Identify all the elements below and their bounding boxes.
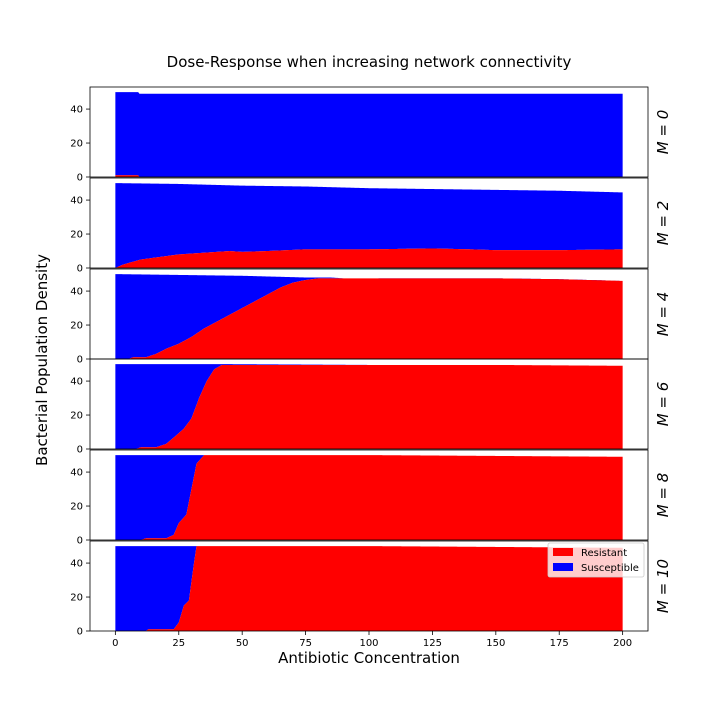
susceptible-area xyxy=(115,455,623,540)
x-tick-label: 0 xyxy=(112,638,118,649)
susceptible-area xyxy=(115,546,623,631)
panel-2: 0 20 40 M = 4 xyxy=(70,268,672,366)
y-tick-label: 0 xyxy=(77,445,83,456)
resistant-area xyxy=(115,278,623,359)
y-tick-label: 20 xyxy=(70,139,83,150)
y-tick-label: 0 xyxy=(77,264,83,275)
panel-frame xyxy=(89,449,649,541)
x-tick-label: 175 xyxy=(550,638,569,649)
x-tick-label: 125 xyxy=(423,638,442,649)
legend-swatch xyxy=(553,548,573,556)
susceptible-area xyxy=(115,183,623,268)
panel-label: M = 2 xyxy=(654,201,672,246)
resistant-area xyxy=(115,364,623,449)
y-tick-label: 0 xyxy=(77,536,83,547)
panel-frame xyxy=(89,177,649,269)
x-tick-label: 200 xyxy=(613,638,632,649)
legend: Resistant Susceptible xyxy=(547,542,645,578)
y-tick-label: 40 xyxy=(70,105,83,116)
panel-frame xyxy=(89,358,649,450)
y-tick-label: 20 xyxy=(70,321,83,332)
y-axis-label: Bacterial Population Density xyxy=(33,254,51,466)
x-tick-label: 50 xyxy=(236,638,249,649)
x-axis-label: Antibiotic Concentration xyxy=(278,649,460,667)
panel-frame xyxy=(89,86,649,178)
y-tick-label: 40 xyxy=(70,377,83,388)
panel-5: 0 20 40 M = 10 0 25 50 75 100 125 150 175 200 xyxy=(70,540,672,649)
panel-4: 0 20 40 M = 8 xyxy=(70,449,672,547)
susceptible-area xyxy=(115,92,623,177)
susceptible-area xyxy=(115,364,623,449)
panel-label: M = 4 xyxy=(654,292,672,337)
y-tick-label: 20 xyxy=(70,411,83,422)
panel-0: 0 20 40 M = 0 xyxy=(70,86,672,184)
panel-label: M = 0 xyxy=(654,110,672,155)
panel-3: 0 20 40 M = 6 xyxy=(70,358,672,456)
y-tick-label: 20 xyxy=(70,230,83,241)
susceptible-area xyxy=(115,274,623,359)
y-tick-label: 40 xyxy=(70,287,83,298)
resistant-area xyxy=(115,248,623,268)
legend-entry: Susceptible xyxy=(581,563,639,574)
panel-1: 0 20 40 M = 2 xyxy=(70,177,672,275)
resistant-area xyxy=(115,546,623,631)
y-tick-label: 40 xyxy=(70,196,83,207)
y-tick-label: 0 xyxy=(77,355,83,366)
x-tick-label: 75 xyxy=(299,638,312,649)
y-tick-label: 0 xyxy=(77,627,83,638)
panel-label: M = 10 xyxy=(654,559,672,613)
panel-label: M = 6 xyxy=(654,382,672,427)
legend-entry: Resistant xyxy=(581,548,627,559)
legend-swatch xyxy=(553,563,573,571)
x-tick-label: 100 xyxy=(359,638,378,649)
chart-title: Dose-Response when increasing network co… xyxy=(167,53,572,71)
x-tick-label: 150 xyxy=(486,638,505,649)
y-tick-label: 0 xyxy=(77,173,83,184)
x-tick-label: 25 xyxy=(172,638,185,649)
panel-label: M = 8 xyxy=(654,473,672,518)
y-tick-label: 40 xyxy=(70,468,83,479)
panel-group: 0 20 40 M = 0 0 20 40 M = 2 0 20 40 M = 4 0 20 40 M = 6… xyxy=(70,86,672,649)
y-tick-label: 20 xyxy=(70,593,83,604)
y-tick-label: 20 xyxy=(70,502,83,513)
y-tick-label: 40 xyxy=(70,559,83,570)
resistant-area xyxy=(115,455,623,540)
